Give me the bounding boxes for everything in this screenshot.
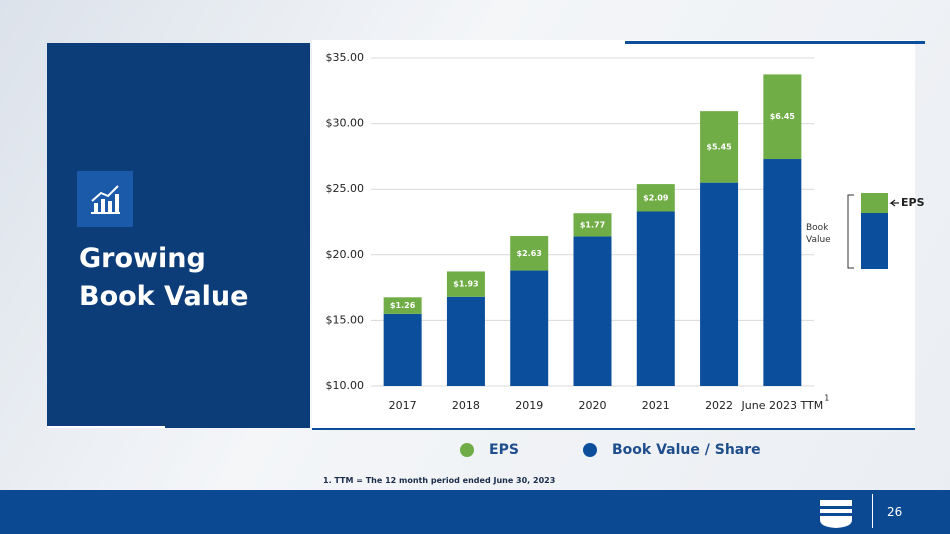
bar-segment <box>446 271 485 297</box>
key-label: EPS <box>901 196 925 209</box>
data-label: $5.45 <box>706 142 732 151</box>
data-label: $1.26 <box>390 301 416 310</box>
logo <box>820 500 852 528</box>
y-tick-label: $20.00 <box>326 248 365 261</box>
key-arrow <box>889 199 899 207</box>
bar-segment <box>700 111 739 183</box>
footer-bar <box>0 490 950 534</box>
bar-segment <box>383 297 422 314</box>
footnote: 1. TTM = The 12 month period ended June … <box>323 476 556 485</box>
x-tick-label: 2020 <box>579 399 607 412</box>
bar-segment <box>446 296 485 386</box>
key-label: Book Value <box>806 223 831 245</box>
data-label: $1.77 <box>580 220 605 229</box>
chart-icon <box>77 171 133 227</box>
bar-segment <box>636 211 675 386</box>
data-label: $2.09 <box>643 193 669 202</box>
bar-segment <box>636 184 675 212</box>
bar-segment <box>763 74 802 160</box>
accent-line <box>625 41 925 44</box>
key-book-value <box>861 213 888 269</box>
y-tick-label: $15.00 <box>326 313 365 326</box>
title-panel <box>47 43 310 428</box>
page-number: 26 <box>887 505 903 519</box>
divider <box>872 494 873 528</box>
y-tick-label: $25.00 <box>326 182 365 195</box>
legend-swatch <box>460 443 474 457</box>
data-label: $1.93 <box>453 280 478 289</box>
x-tick-label: 2021 <box>642 399 670 412</box>
bar-segment <box>510 236 549 271</box>
bar-segment <box>510 270 549 386</box>
x-tick-label: 2017 <box>389 399 417 412</box>
legend-label: Book Value / Share <box>612 442 761 458</box>
x-tick-label: June 2023 TTM <box>741 399 824 412</box>
data-label: $2.63 <box>517 249 542 258</box>
bar-segment <box>573 213 612 237</box>
key-eps <box>861 193 888 213</box>
icon-graphic <box>91 185 120 214</box>
x-tick-label: 2019 <box>515 399 543 412</box>
bar-segment <box>383 313 422 386</box>
x-tick-label: 2018 <box>452 399 480 412</box>
accent-line <box>47 426 165 428</box>
accent-line <box>312 428 915 430</box>
y-tick-label: $10.00 <box>326 379 365 392</box>
bar-segment <box>573 236 612 386</box>
y-tick-label: $35.00 <box>326 51 365 64</box>
slide-title: Growing Book Value <box>79 243 249 312</box>
legend-label: EPS <box>489 442 519 458</box>
footnote-marker: 1 <box>824 394 829 403</box>
bar-segment <box>700 182 739 386</box>
legend-swatch <box>583 443 597 457</box>
data-label: $6.45 <box>770 112 796 121</box>
y-tick-label: $30.00 <box>326 117 365 130</box>
bar-segment <box>763 159 802 386</box>
x-tick-label: 2022 <box>705 399 733 412</box>
key-bracket <box>847 194 854 269</box>
